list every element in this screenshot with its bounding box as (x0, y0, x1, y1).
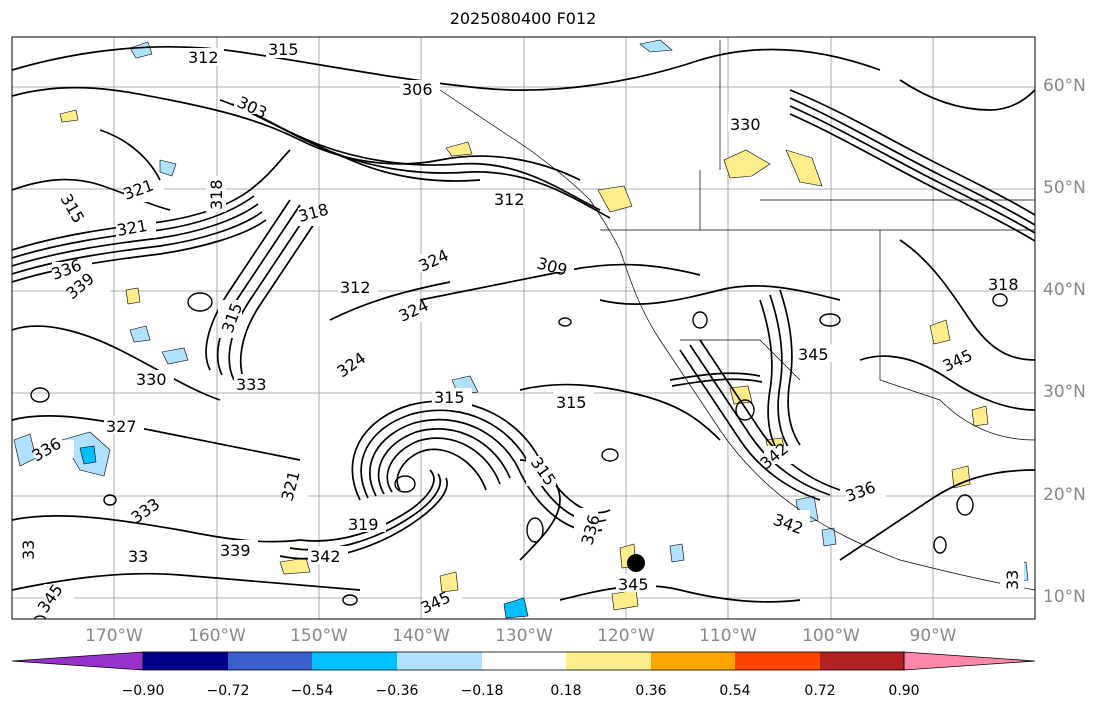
graticule (12, 37, 1035, 619)
lon-label: 150°W (290, 626, 348, 646)
lon-label: 120°W (597, 626, 655, 646)
lon-label: 140°W (392, 626, 450, 646)
colorbar-segment (397, 652, 482, 670)
colorbar-segment (566, 652, 651, 670)
chart-title: 2025080400 F012 (449, 9, 597, 28)
map-plot-area: 312 315 306 303 330 321 315 318 312 318 … (12, 37, 1035, 619)
location-marker (627, 554, 645, 572)
colorbar-tick: 0.72 (804, 683, 836, 699)
lon-label: 170°W (85, 626, 143, 646)
lon-label: 110°W (699, 626, 757, 646)
colorbar-segment (482, 652, 566, 670)
colorbar-extend-left (11, 651, 144, 671)
colorbar-tick: 0.54 (719, 683, 751, 699)
lat-label: 10°N (1043, 587, 1086, 607)
colorbar-extend-right (903, 651, 1036, 671)
small-closed-contours (30, 292, 1008, 619)
lon-label: 90°W (909, 626, 957, 646)
contour-label: 312 (340, 278, 371, 297)
contour-label: 318 (207, 179, 226, 210)
lat-label: 60°N (1043, 76, 1086, 96)
lat-label: 40°N (1043, 280, 1086, 300)
lat-label: 30°N (1043, 382, 1086, 402)
colorbar-segment (735, 652, 820, 670)
colorbar-tick: 0.36 (635, 683, 667, 699)
contour-label: 315 (556, 393, 587, 412)
colorbar-tick: −0.36 (375, 683, 419, 699)
lon-label: 130°W (495, 626, 553, 646)
contour-label: 327 (106, 417, 137, 436)
colorbar-tick: 0.90 (888, 683, 920, 699)
colorbar-segment (228, 652, 312, 670)
contour-label: 345 (618, 575, 649, 594)
contour-label: 342 (310, 547, 341, 566)
contour-label: 315 (434, 388, 465, 407)
colorbar-segment (312, 652, 397, 670)
contour-label: 33 (19, 540, 38, 560)
contour-label: 339 (220, 541, 251, 560)
shaded-fill-patches (13, 39, 1029, 619)
colorbar-tick: −0.90 (121, 683, 165, 699)
colorbar (11, 651, 1036, 671)
lon-label: 100°W (802, 626, 860, 646)
lat-label: 20°N (1043, 485, 1086, 505)
contour-label: 306 (402, 80, 433, 99)
lat-label: 50°N (1043, 178, 1086, 198)
contour-label: 312 (188, 48, 219, 67)
contour-label: 330 (136, 370, 167, 389)
colorbar-segment (820, 652, 904, 670)
contour-label: 319 (348, 515, 379, 534)
contour-label: 315 (268, 40, 299, 59)
contour-label: 345 (798, 345, 829, 364)
lon-label: 160°W (188, 626, 246, 646)
colorbar-tick: −0.54 (290, 683, 334, 699)
contour-lines (12, 45, 1035, 603)
colorbar-segment (651, 652, 735, 670)
colorbar-tick: −0.18 (460, 683, 504, 699)
contour-label: 333 (236, 375, 267, 394)
colorbar-tick: −0.72 (206, 683, 250, 699)
colorbar-segment (143, 652, 228, 670)
contour-label: 312 (494, 190, 525, 209)
map-frame (11, 36, 1036, 620)
colorbar-tick: 0.18 (550, 683, 582, 699)
contour-label: 330 (730, 115, 761, 134)
contour-label: 33 (128, 547, 148, 566)
contour-label: 33 (1003, 570, 1022, 590)
contour-label: 318 (988, 275, 1019, 294)
